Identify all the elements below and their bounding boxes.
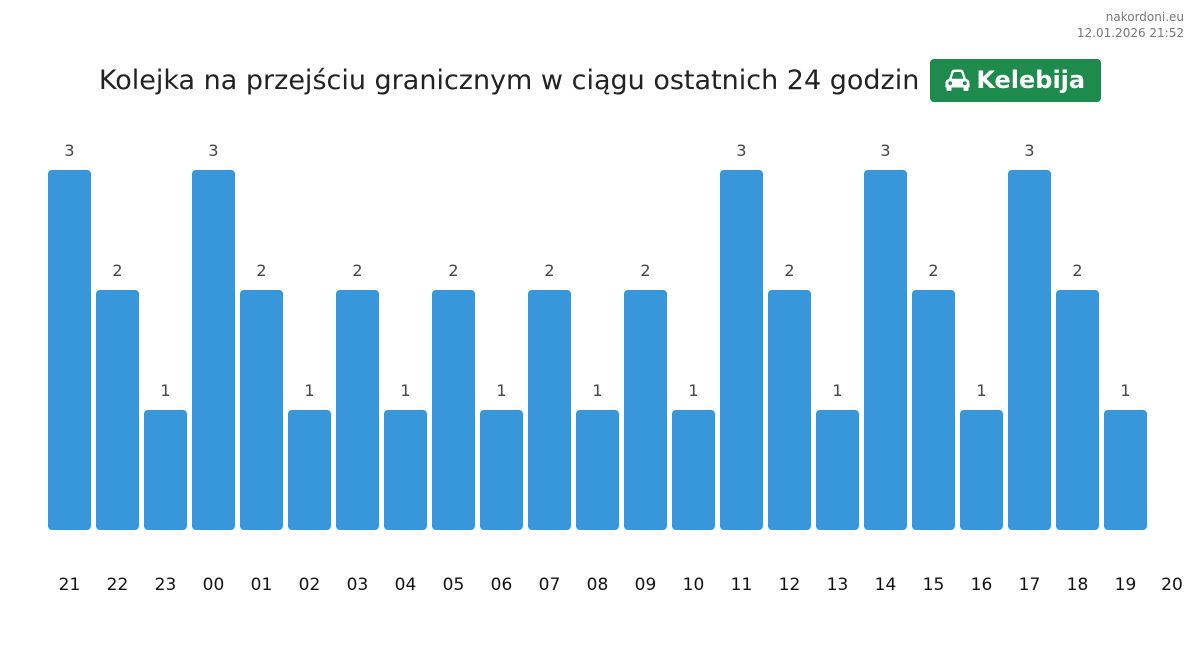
x-tick-label-15: 15	[923, 575, 945, 595]
bar-16	[960, 410, 1003, 530]
x-tick-label-22: 22	[107, 575, 129, 595]
bar-17	[1008, 170, 1051, 530]
data-label-04: 1	[400, 381, 410, 400]
x-tick-label-20: 20	[1161, 575, 1183, 595]
data-label-19: 1	[1120, 381, 1130, 400]
x-tick-label-03: 03	[347, 575, 369, 595]
data-label-18: 2	[1072, 261, 1082, 280]
x-tick-label-07: 07	[539, 575, 561, 595]
border-crossing-badge[interactable]: Kelebija	[930, 58, 1102, 102]
title-row: Kolejka na przejściu granicznym w ciągu …	[0, 58, 1200, 102]
bar-00	[192, 170, 235, 530]
bar-01	[240, 290, 283, 530]
x-tick-label-04: 04	[395, 575, 417, 595]
x-tick-label-05: 05	[443, 575, 465, 595]
data-label-00: 3	[208, 141, 218, 160]
timestamp: 12.01.2026 21:52	[1076, 26, 1184, 40]
bar-09	[624, 290, 667, 530]
bar-06	[480, 410, 523, 530]
bar-22	[96, 290, 139, 530]
x-tick-label-14: 14	[875, 575, 897, 595]
data-label-10: 1	[688, 381, 698, 400]
data-label-16: 1	[976, 381, 986, 400]
bar-19	[1104, 410, 1147, 530]
data-label-02: 1	[304, 381, 314, 400]
data-label-06: 1	[496, 381, 506, 400]
data-label-13: 1	[832, 381, 842, 400]
data-label-05: 2	[448, 261, 458, 280]
x-tick-label-12: 12	[779, 575, 801, 595]
x-tick-label-11: 11	[731, 575, 753, 595]
x-tick-label-19: 19	[1115, 575, 1137, 595]
bar-11	[720, 170, 763, 530]
data-label-22: 2	[112, 261, 122, 280]
car-icon	[945, 69, 970, 91]
chart-title: Kolejka na przejściu granicznym w ciągu …	[98, 64, 920, 96]
x-tick-label-02: 02	[299, 575, 321, 595]
bar-10	[672, 410, 715, 530]
data-label-09: 2	[640, 261, 650, 280]
data-label-11: 3	[736, 141, 746, 160]
x-tick-label-06: 06	[491, 575, 513, 595]
bar-13	[816, 410, 859, 530]
bar-12	[768, 290, 811, 530]
site-info: nakordoni.eu 12.01.2026 21:52	[1077, 9, 1184, 41]
bar-04	[384, 410, 427, 530]
bar-07	[528, 290, 571, 530]
badge-label: Kelebija	[976, 66, 1086, 94]
bar-05	[432, 290, 475, 530]
bar-18	[1056, 290, 1099, 530]
data-label-17: 3	[1024, 141, 1034, 160]
x-tick-label-00: 00	[203, 575, 225, 595]
x-tick-label-21: 21	[59, 575, 81, 595]
data-label-23: 1	[160, 381, 170, 400]
site-name: nakordoni.eu	[1105, 10, 1184, 24]
data-label-08: 1	[592, 381, 602, 400]
data-label-15: 2	[928, 261, 938, 280]
bar-03	[336, 290, 379, 530]
bar-23	[144, 410, 187, 530]
data-label-12: 2	[784, 261, 794, 280]
data-label-14: 3	[880, 141, 890, 160]
data-label-01: 2	[256, 261, 266, 280]
data-label-07: 2	[544, 261, 554, 280]
bar-21	[48, 170, 91, 530]
x-tick-label-01: 01	[251, 575, 273, 595]
bar-14	[864, 170, 907, 530]
data-label-21: 3	[64, 141, 74, 160]
bar-02	[288, 410, 331, 530]
x-tick-label-09: 09	[635, 575, 657, 595]
x-tick-label-08: 08	[587, 575, 609, 595]
x-tick-label-16: 16	[971, 575, 993, 595]
bar-15	[912, 290, 955, 530]
x-tick-label-13: 13	[827, 575, 849, 595]
x-tick-label-18: 18	[1067, 575, 1089, 595]
bar-08	[576, 410, 619, 530]
x-tick-label-17: 17	[1019, 575, 1041, 595]
x-tick-label-23: 23	[155, 575, 177, 595]
x-tick-label-10: 10	[683, 575, 705, 595]
data-label-03: 2	[352, 261, 362, 280]
